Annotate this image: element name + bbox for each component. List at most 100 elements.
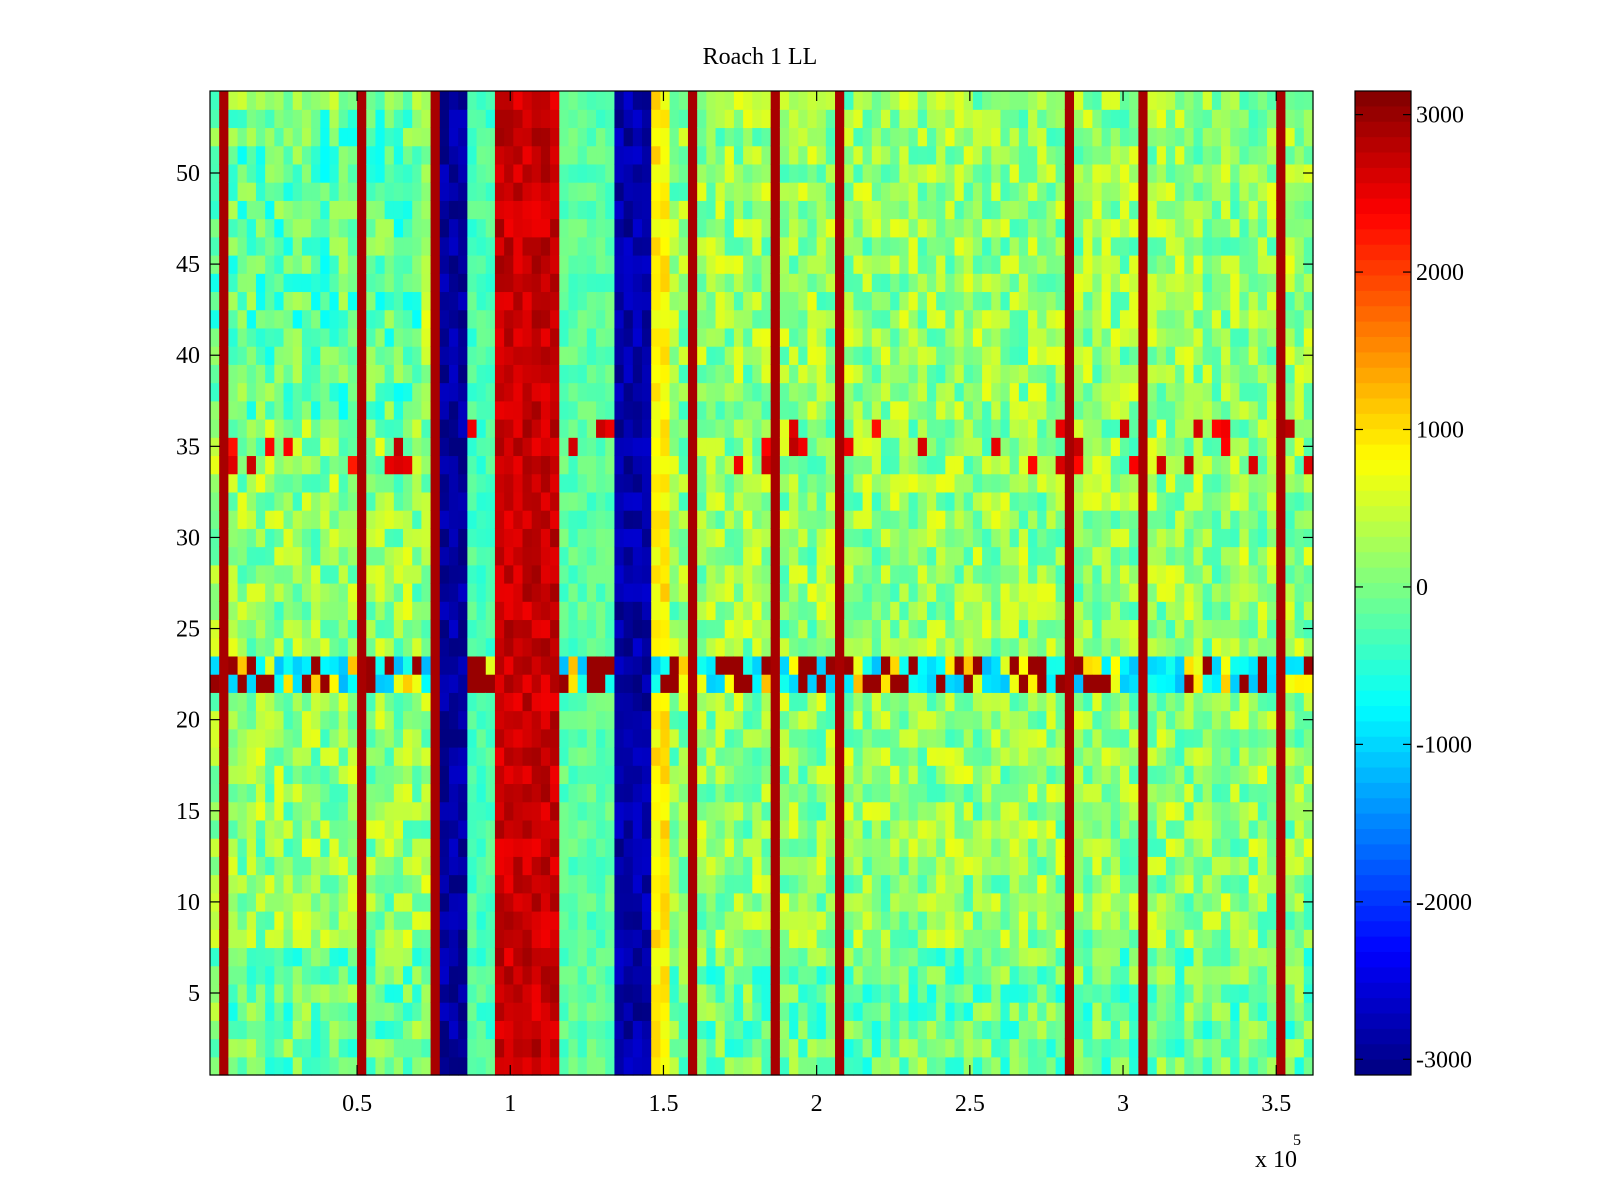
heatmap-cell bbox=[274, 236, 285, 256]
heatmap-cell bbox=[724, 255, 735, 274]
heatmap-cell bbox=[485, 892, 496, 912]
heatmap-cell bbox=[559, 182, 570, 201]
heatmap-cell bbox=[329, 200, 340, 220]
heatmap-cell bbox=[642, 674, 652, 693]
heatmap-cell bbox=[504, 127, 514, 147]
heatmap-cell bbox=[697, 455, 707, 475]
heatmap-cell bbox=[743, 455, 753, 475]
heatmap-cell bbox=[614, 200, 625, 220]
heatmap-cell bbox=[789, 801, 799, 821]
heatmap-cell bbox=[779, 218, 790, 238]
heatmap-cell bbox=[623, 255, 634, 274]
heatmap-cell bbox=[614, 400, 625, 420]
heatmap-cell bbox=[1055, 692, 1066, 712]
heatmap-cell bbox=[311, 127, 321, 147]
heatmap-cell bbox=[963, 856, 974, 876]
heatmap-cell bbox=[1037, 400, 1048, 420]
heatmap-cell bbox=[632, 200, 643, 220]
heatmap-cell bbox=[430, 619, 441, 639]
heatmap-cell bbox=[1009, 546, 1020, 566]
heatmap-cell bbox=[228, 455, 239, 475]
heatmap-cell bbox=[458, 218, 468, 238]
heatmap-cell bbox=[936, 601, 946, 621]
heatmap-cell bbox=[540, 200, 551, 220]
heatmap-cell bbox=[706, 892, 717, 912]
heatmap-cell bbox=[945, 619, 956, 639]
heatmap-cell bbox=[798, 583, 809, 602]
heatmap-cell bbox=[982, 491, 992, 511]
heatmap-cell bbox=[531, 911, 542, 930]
heatmap-cell bbox=[577, 947, 588, 967]
heatmap-cell bbox=[945, 983, 956, 1003]
heatmap-cell bbox=[623, 528, 634, 548]
heatmap-cell bbox=[513, 674, 524, 693]
heatmap-cell bbox=[320, 983, 331, 1003]
heatmap-cell bbox=[825, 491, 836, 511]
heatmap-cell bbox=[550, 400, 560, 420]
heatmap-cell bbox=[421, 637, 432, 657]
heatmap-cell bbox=[963, 473, 974, 493]
heatmap-cell bbox=[825, 856, 836, 876]
heatmap-cell bbox=[255, 1020, 266, 1040]
heatmap-cell bbox=[1028, 528, 1038, 548]
heatmap-cell bbox=[660, 564, 671, 584]
heatmap-cell bbox=[945, 1056, 956, 1076]
heatmap-cell bbox=[568, 765, 579, 785]
heatmap-cell bbox=[660, 546, 671, 566]
heatmap-cell bbox=[853, 364, 864, 384]
heatmap-cell bbox=[880, 327, 891, 347]
heatmap-cell bbox=[945, 874, 956, 894]
heatmap-cell bbox=[586, 1002, 597, 1021]
heatmap-cell bbox=[301, 1038, 312, 1058]
heatmap-cell bbox=[476, 765, 487, 785]
heatmap-cell bbox=[623, 163, 634, 183]
heatmap-cell bbox=[632, 838, 643, 857]
heatmap-cell bbox=[403, 236, 413, 256]
heatmap-cell bbox=[651, 491, 661, 511]
heatmap-cell bbox=[1000, 1002, 1011, 1021]
heatmap-cell bbox=[623, 1020, 634, 1040]
heatmap-cell bbox=[642, 911, 652, 930]
heatmap-cell bbox=[513, 255, 524, 274]
heatmap-cell bbox=[844, 1020, 855, 1040]
heatmap-cell bbox=[347, 528, 358, 548]
heatmap-cell bbox=[540, 455, 551, 475]
heatmap-cell bbox=[862, 109, 873, 129]
heatmap-cell bbox=[412, 983, 423, 1003]
heatmap-cell bbox=[743, 983, 753, 1003]
heatmap-cell bbox=[375, 637, 386, 657]
heatmap-cell bbox=[1055, 911, 1066, 930]
heatmap-cell bbox=[697, 601, 707, 621]
heatmap-cells bbox=[210, 91, 1314, 1076]
heatmap-cell bbox=[816, 1020, 827, 1040]
heatmap-cell bbox=[991, 601, 1002, 621]
heatmap-cell bbox=[954, 291, 965, 311]
heatmap-cell bbox=[853, 819, 864, 839]
heatmap-cell bbox=[945, 801, 956, 821]
heatmap-cell bbox=[540, 728, 551, 748]
heatmap-cell bbox=[568, 163, 579, 183]
heatmap-cell bbox=[697, 892, 707, 912]
heatmap-cell bbox=[403, 765, 413, 785]
heatmap-cell bbox=[972, 819, 983, 839]
heatmap-cell bbox=[430, 528, 441, 548]
heatmap-cell bbox=[586, 127, 597, 147]
heatmap-cell bbox=[540, 364, 551, 384]
heatmap-cell bbox=[706, 546, 717, 566]
heatmap-cell bbox=[274, 546, 285, 566]
heatmap-cell bbox=[678, 965, 689, 985]
heatmap-cell bbox=[963, 91, 974, 110]
heatmap-cell bbox=[430, 929, 441, 949]
heatmap-cell bbox=[779, 491, 790, 511]
heatmap-cell bbox=[724, 583, 735, 602]
heatmap-cell bbox=[761, 637, 772, 657]
heatmap-cell bbox=[265, 965, 275, 985]
heatmap-cell bbox=[320, 145, 331, 165]
heatmap-cell bbox=[972, 182, 983, 201]
heatmap-cell bbox=[779, 728, 790, 748]
heatmap-cell bbox=[871, 965, 882, 985]
heatmap-cell bbox=[642, 583, 652, 602]
heatmap-cell bbox=[614, 145, 625, 165]
heatmap-cell bbox=[752, 491, 763, 511]
heatmap-cell bbox=[366, 1020, 377, 1040]
